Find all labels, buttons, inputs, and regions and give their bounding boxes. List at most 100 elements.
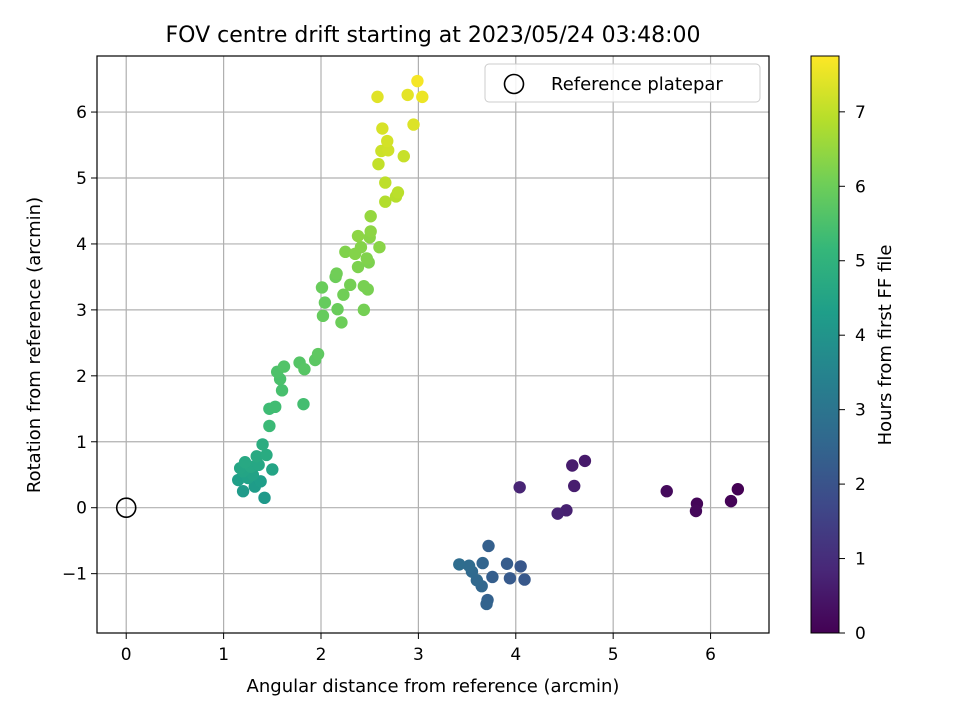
legend-marker-icon [503,73,525,95]
data-point [376,122,389,135]
data-point [298,363,311,376]
data-point [411,74,424,88]
data-point [381,134,394,148]
data-point [258,491,271,505]
data-point [250,450,263,463]
x-tick-label: 4 [510,645,521,665]
grid-lines [97,56,769,633]
x-tick-label: 1 [218,645,229,665]
data-point [551,507,564,520]
data-point [315,281,329,294]
data-point [269,400,282,414]
data-point [351,260,365,274]
legend: Reference platepar [484,63,761,103]
data-point [513,481,526,494]
y-tick-label: 0 [76,499,87,519]
x-tick-label: 5 [608,645,619,665]
y-tick-label: 2 [76,367,87,387]
data-point [480,597,493,611]
x-tick-label: 0 [121,645,132,665]
legend-box [484,63,761,103]
data-point [486,570,499,584]
y-axis-label: Rotation from reference (arcmin) [24,197,45,493]
data-point [568,479,581,493]
data-point [372,157,385,171]
x-axis-label: Angular distance from reference (arcmin) [247,676,620,697]
data-point [275,384,289,397]
legend-entry: Reference platepar [551,74,723,95]
data-point [331,303,344,316]
data-point [277,360,291,373]
x-tick-label: 6 [705,645,716,665]
data-point [371,90,384,104]
data-point [379,176,392,189]
data-point [256,438,269,451]
colorbar-tick-label: 5 [855,252,866,272]
data-point [263,419,276,433]
y-tick-label: 1 [76,433,87,453]
data-point [518,573,531,586]
data-point [566,459,579,472]
data-point [689,504,703,518]
colorbar-tick-label: 2 [855,475,866,495]
data-point [373,241,386,254]
data-point [354,241,368,254]
data-point [416,90,429,104]
colorbar-tick-label: 7 [855,103,866,123]
data-point [364,225,377,238]
data-point [514,560,527,573]
data-point [330,267,343,280]
data-point [297,397,310,411]
data-point [364,210,377,223]
data-point [482,539,495,553]
colorbar-label: Hours from first FF file [875,245,896,446]
data-point [407,118,420,131]
data-point [731,483,745,496]
x-tick-label: 2 [316,645,327,665]
y-tick-label: 3 [76,301,87,321]
data-point [476,556,489,570]
data-point [335,316,348,329]
data-point [260,448,273,462]
data-point [266,463,279,476]
y-tick-label: 6 [76,103,87,123]
chart-title: FOV centre drift starting at 2023/05/24 … [166,23,701,48]
data-point [724,494,738,508]
data-point [311,347,325,361]
data-points [232,74,745,611]
data-point [401,88,414,102]
data-point [318,296,332,309]
colorbar-ticks: 0 1 2 3 4 5 6 7 [839,103,866,644]
data-point [344,278,357,292]
colorbar: 0 1 2 3 4 5 6 7 Hours from first FF file [810,55,896,644]
x-axis-ticks: 0 1 2 3 4 5 6 [121,633,716,665]
data-point [462,559,476,572]
plot-frame [96,55,770,634]
data-point [660,485,673,498]
data-point [503,572,517,585]
data-point [382,144,395,157]
reference-platepar-marker [115,497,137,519]
colorbar-tick-label: 1 [855,550,866,570]
data-point [453,558,466,571]
y-tick-label: −1 [62,565,87,585]
colorbar-tick-label: 4 [855,326,866,346]
y-axis-ticks: −1 0 1 2 3 4 5 6 [62,103,97,585]
colorbar-tick-label: 3 [855,401,866,421]
colorbar-gradient [810,55,840,634]
y-tick-label: 5 [76,169,87,189]
data-point [578,454,592,468]
data-point [351,229,365,243]
y-tick-label: 4 [76,235,87,255]
data-point [397,150,410,163]
data-point [391,186,405,199]
data-point [316,309,330,323]
colorbar-tick-label: 0 [855,624,866,644]
data-point [357,303,371,317]
x-tick-label: 3 [413,645,424,665]
data-point [361,283,374,296]
colorbar-tick-label: 6 [855,177,866,197]
data-point [238,456,252,469]
data-point [236,485,250,498]
